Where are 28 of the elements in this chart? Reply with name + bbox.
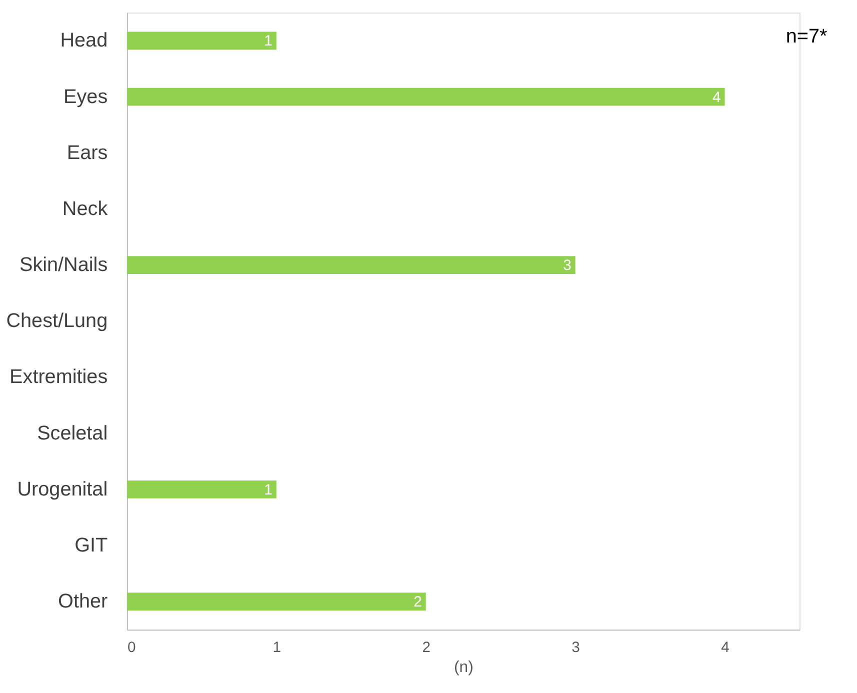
x-tick-label: 3 — [572, 640, 580, 656]
annotation: n=7* — [786, 25, 828, 48]
data-label: 1 — [264, 34, 272, 50]
x-axis-title: (n) — [454, 658, 474, 676]
bar — [126, 32, 276, 50]
y-tick-label: Ears — [66, 142, 108, 164]
data-label: 1 — [264, 482, 272, 498]
y-tick-label: Eyes — [64, 86, 108, 108]
y-tick-label: Extremities — [10, 366, 108, 388]
data-label: 4 — [712, 90, 721, 106]
data-label: 2 — [414, 594, 422, 611]
x-tick-label: 4 — [721, 640, 730, 656]
y-tick-label: Neck — [62, 198, 108, 220]
x-tick-label: 1 — [272, 640, 282, 656]
bar — [126, 592, 426, 611]
y-tick-label: Sceletal — [37, 422, 108, 444]
bar — [126, 88, 725, 106]
y-tick-label: Skin/Nails — [19, 254, 108, 276]
y-tick-label: Head — [60, 30, 108, 52]
y-tick-label: GIT — [74, 534, 108, 556]
y-tick-label: Chest/Lung — [6, 310, 108, 332]
x-tick-label: 0 — [127, 640, 136, 656]
data-label: 3 — [563, 258, 572, 274]
x-tick-label: 2 — [422, 640, 430, 656]
y-tick-label: Other — [58, 590, 108, 613]
y-tick-label: Urogenital — [17, 478, 108, 500]
bar — [126, 256, 576, 274]
bar — [126, 480, 276, 498]
